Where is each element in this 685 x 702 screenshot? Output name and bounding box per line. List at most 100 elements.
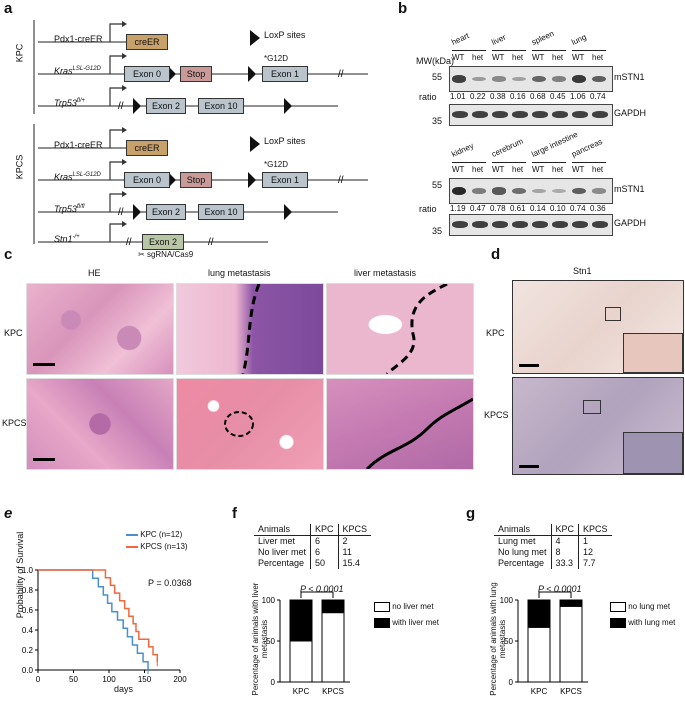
exon0-box: Exon 0 [124, 66, 170, 82]
blot-gapdh-bottom [449, 214, 613, 236]
row-label-kpc: KPC [4, 328, 23, 338]
ihc-image-kpcs [512, 377, 684, 475]
group-label-kpc: KPC [14, 43, 25, 63]
exon10-box: Exon 10 [198, 98, 244, 114]
tissue-underline [532, 50, 566, 51]
protein-band [492, 187, 506, 195]
lane-label-wt: WT [452, 165, 465, 174]
bar-with-met [527, 599, 551, 628]
stop-box: Stop [180, 66, 212, 82]
lane-label-wt: WT [532, 53, 545, 62]
group-label-kpcs: KPCS [14, 154, 25, 180]
scale-bar [519, 465, 539, 468]
panel-label-e: e [4, 505, 13, 522]
survival-curve-kpc [38, 569, 149, 670]
gapdh-band [552, 111, 568, 118]
ratio-value: 0.45 [550, 92, 566, 101]
he-image-kpc [26, 283, 174, 375]
bar-with-met [289, 599, 313, 642]
marker-35-top: 35 [432, 116, 443, 126]
creer-box-kpcs: creER [126, 140, 168, 156]
sgrna-label: ✂ sgRNA/Cas9 [138, 250, 194, 259]
stn1-label: Stn1-/+ [54, 234, 80, 244]
category-label: KPC [293, 687, 310, 696]
scale-bar [519, 364, 539, 367]
kras-label-kpcs: KrasLSL-G12D [54, 172, 101, 182]
protein-band [532, 188, 546, 194]
lane-label-wt: WT [532, 165, 545, 174]
ratio-label-bottom: ratio [419, 204, 437, 214]
legend-with-lung: with lung met [610, 618, 675, 628]
exon2-stn1-box: Exon 2 [142, 234, 184, 250]
legend-no-lung: no lung met [610, 602, 670, 612]
col-header-he: HE [88, 268, 101, 278]
ratio-value: 0.10 [550, 204, 566, 213]
exon0-box-kpcs: Exon 0 [124, 172, 170, 188]
loxp-label: LoxP sites [264, 30, 306, 40]
lung-met-table: Animals KPC KPCS Lung met 4 1 No lung met 8 12… [494, 524, 612, 569]
he-image-kpcs [26, 378, 174, 470]
tissue-label: cerebrum [490, 136, 525, 159]
marker-35-bottom: 35 [432, 226, 443, 236]
lane-label-wt: WT [492, 165, 505, 174]
bar-no-met [321, 612, 345, 683]
lane-label-het: het [552, 53, 564, 62]
exon2-box: Exon 2 [146, 98, 186, 114]
liver-met-bar-chart: 0 50 100 KPC KPCS [262, 591, 350, 696]
blot-mstn1-bottom [449, 178, 613, 204]
gapdh-band [512, 111, 528, 118]
gapdh-band [512, 221, 528, 228]
exon2-box-kpcs: Exon 2 [146, 204, 186, 220]
significance-bracket [538, 591, 572, 598]
panel-label-b: b [398, 0, 408, 17]
lane-label-het: het [512, 53, 524, 62]
bar-no-met [527, 626, 551, 683]
lane-label-het: het [472, 165, 484, 174]
y-tick-label: 50 [266, 637, 275, 646]
zoom-region [583, 400, 601, 414]
survival-xlabel: days [114, 684, 134, 694]
protein-band [572, 187, 586, 195]
y-tick-label: 0.0 [22, 666, 34, 675]
scale-bar [33, 363, 55, 366]
ratio-value: 1.19 [450, 204, 466, 213]
marker-55-top: 55 [432, 72, 443, 82]
panel-label-a: a [4, 0, 13, 17]
protein-band [472, 76, 486, 82]
col-header-lung: lung metastasis [208, 268, 271, 278]
ratio-value: 0.22 [470, 92, 486, 101]
x-tick-label: 50 [69, 675, 78, 684]
ratio-value: 0.74 [590, 92, 606, 101]
g12d-label: *G12D [264, 54, 289, 63]
y-tick-label: 50 [504, 637, 513, 646]
protein-band [492, 76, 506, 82]
category-label: KPCS [560, 687, 582, 696]
liver-ylabel: Percentage of animals with liver metasta… [251, 582, 269, 696]
bar-no-met [559, 605, 583, 683]
tissue-label: spleen [530, 28, 556, 47]
category-label: KPCS [322, 687, 344, 696]
creer-box: creER [126, 34, 168, 50]
y-tick-label: 0.2 [22, 646, 34, 655]
lane-label-het: het [512, 165, 524, 174]
tumor-border [365, 397, 473, 469]
exon1-box: Exon 1 [262, 66, 308, 82]
trp53-label: Trp53fl/+ [54, 98, 86, 108]
y-tick-label: 0 [271, 678, 276, 687]
ratio-value: 0.14 [530, 204, 546, 213]
svg-text://: // [338, 175, 344, 186]
survival-pvalue: P = 0.0368 [148, 578, 192, 588]
gapdh-band [532, 111, 548, 118]
tissue-label: heart [450, 31, 471, 47]
lane-label-het: het [592, 53, 604, 62]
svg-text://: // [118, 207, 124, 218]
scale-bar [33, 458, 55, 461]
g12d-label-kpcs: *G12D [264, 160, 289, 169]
gapdh-band [532, 221, 548, 228]
legend-with-liver: with liver met [374, 618, 439, 628]
gapdh-label-bottom: GAPDH [614, 218, 647, 228]
tissue-label: pancreas [570, 136, 604, 159]
lane-label-wt: WT [452, 53, 465, 62]
tumor-border [224, 411, 254, 437]
bar-no-met [289, 640, 313, 683]
